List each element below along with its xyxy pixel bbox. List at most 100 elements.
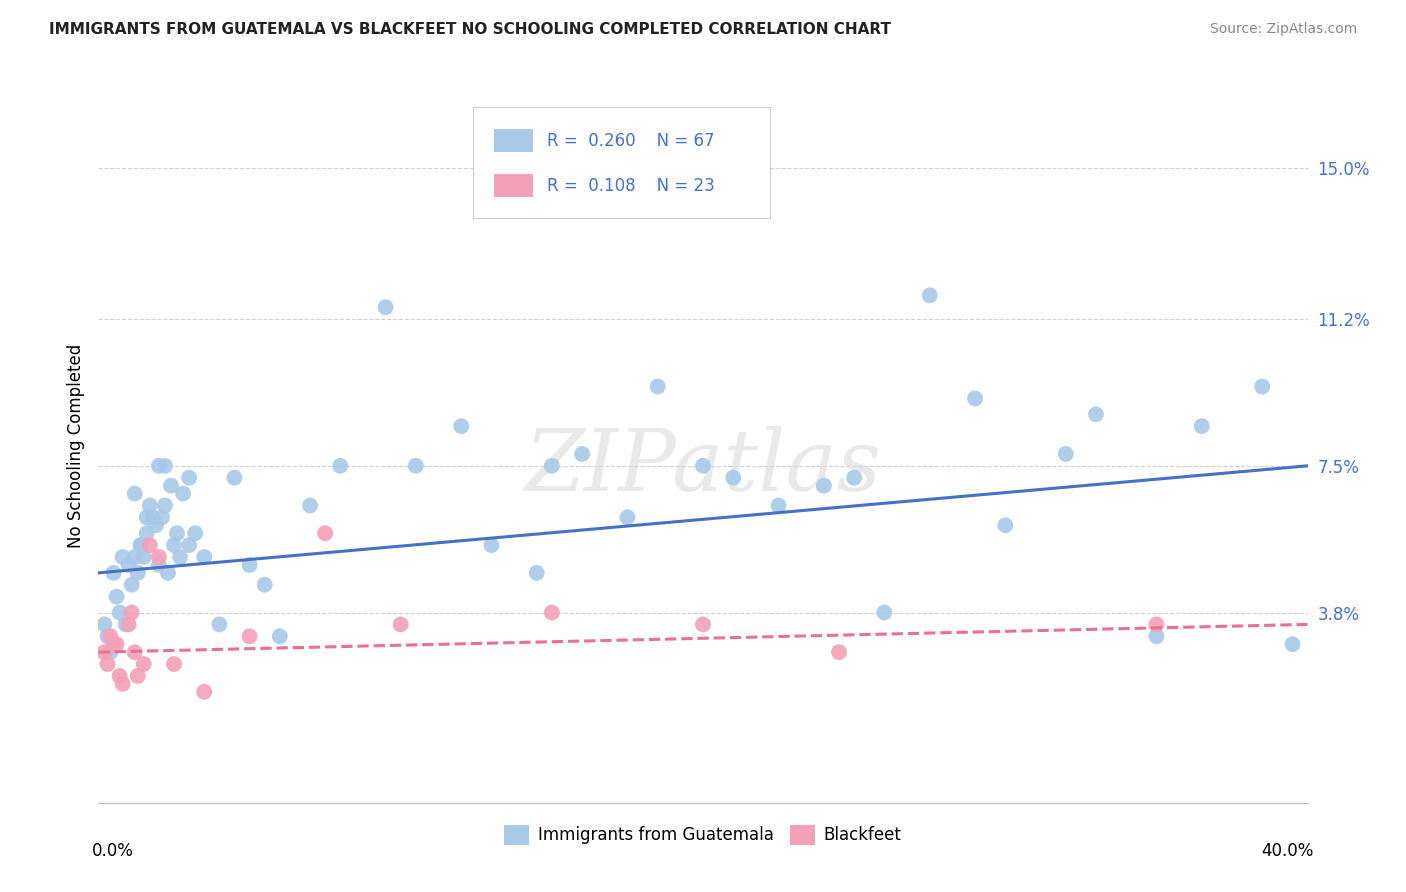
- Point: [163, 538, 186, 552]
- Point: [127, 566, 149, 580]
- Point: [142, 510, 165, 524]
- Point: [224, 471, 246, 485]
- Point: [692, 458, 714, 473]
- Point: [132, 549, 155, 564]
- Point: [299, 499, 322, 513]
- Point: [127, 669, 149, 683]
- Text: R =  0.260    N = 67: R = 0.260 N = 67: [547, 132, 714, 150]
- Point: [100, 629, 122, 643]
- Point: [965, 392, 987, 406]
- Point: [540, 458, 562, 473]
- Point: [108, 669, 131, 683]
- Text: 40.0%: 40.0%: [1261, 842, 1313, 860]
- Point: [145, 518, 167, 533]
- Point: [156, 566, 179, 580]
- Point: [208, 617, 231, 632]
- Point: [135, 510, 157, 524]
- Point: [1146, 629, 1168, 643]
- Point: [374, 300, 396, 314]
- Point: [163, 657, 186, 671]
- Point: [148, 558, 170, 572]
- Point: [111, 677, 134, 691]
- Text: Source: ZipAtlas.com: Source: ZipAtlas.com: [1209, 22, 1357, 37]
- Y-axis label: No Schooling Completed: No Schooling Completed: [66, 344, 84, 548]
- Point: [193, 549, 215, 564]
- Point: [169, 549, 191, 564]
- Text: IMMIGRANTS FROM GUATEMALA VS BLACKFEET NO SCHOOLING COMPLETED CORRELATION CHART: IMMIGRANTS FROM GUATEMALA VS BLACKFEET N…: [49, 22, 891, 37]
- Point: [139, 538, 162, 552]
- Point: [918, 288, 941, 302]
- Point: [1251, 379, 1274, 393]
- Point: [118, 617, 141, 632]
- Point: [1191, 419, 1213, 434]
- Point: [124, 645, 146, 659]
- Point: [540, 606, 562, 620]
- Point: [179, 538, 201, 552]
- Text: 0.0%: 0.0%: [93, 842, 134, 860]
- Point: [828, 645, 851, 659]
- Point: [1054, 447, 1077, 461]
- Point: [135, 526, 157, 541]
- Point: [148, 549, 170, 564]
- Point: [193, 685, 215, 699]
- Point: [103, 637, 125, 651]
- Point: [124, 486, 146, 500]
- Point: [405, 458, 427, 473]
- Point: [108, 606, 131, 620]
- Point: [314, 526, 336, 541]
- Point: [813, 478, 835, 492]
- FancyBboxPatch shape: [494, 174, 533, 197]
- Point: [96, 657, 118, 671]
- Point: [1085, 407, 1108, 421]
- Point: [526, 566, 548, 580]
- Point: [153, 499, 176, 513]
- Point: [105, 590, 128, 604]
- Text: R =  0.108    N = 23: R = 0.108 N = 23: [547, 177, 714, 194]
- Point: [239, 558, 262, 572]
- Point: [93, 645, 115, 659]
- Point: [160, 478, 183, 492]
- Point: [172, 486, 194, 500]
- Point: [1281, 637, 1303, 651]
- Point: [103, 566, 125, 580]
- Point: [129, 538, 152, 552]
- Point: [768, 499, 790, 513]
- Point: [121, 578, 143, 592]
- Point: [153, 458, 176, 473]
- Point: [647, 379, 669, 393]
- Point: [269, 629, 291, 643]
- Point: [166, 526, 188, 541]
- Point: [129, 538, 152, 552]
- Point: [253, 578, 276, 592]
- Point: [389, 617, 412, 632]
- Point: [994, 518, 1017, 533]
- Point: [139, 499, 162, 513]
- Point: [121, 606, 143, 620]
- Point: [96, 629, 118, 643]
- Point: [179, 471, 201, 485]
- Point: [239, 629, 262, 643]
- Legend: Immigrants from Guatemala, Blackfeet: Immigrants from Guatemala, Blackfeet: [498, 818, 908, 852]
- Point: [118, 558, 141, 572]
- Point: [329, 458, 352, 473]
- Point: [93, 617, 115, 632]
- Point: [100, 645, 122, 659]
- Point: [571, 447, 593, 461]
- Point: [723, 471, 745, 485]
- Point: [692, 617, 714, 632]
- Point: [111, 549, 134, 564]
- Point: [481, 538, 503, 552]
- Point: [616, 510, 638, 524]
- Point: [873, 606, 896, 620]
- Point: [450, 419, 472, 434]
- Point: [184, 526, 207, 541]
- Point: [1146, 617, 1168, 632]
- Point: [148, 458, 170, 473]
- Point: [844, 471, 866, 485]
- FancyBboxPatch shape: [494, 129, 533, 152]
- Point: [114, 617, 136, 632]
- Point: [124, 549, 146, 564]
- Point: [105, 637, 128, 651]
- Point: [132, 657, 155, 671]
- FancyBboxPatch shape: [474, 107, 769, 218]
